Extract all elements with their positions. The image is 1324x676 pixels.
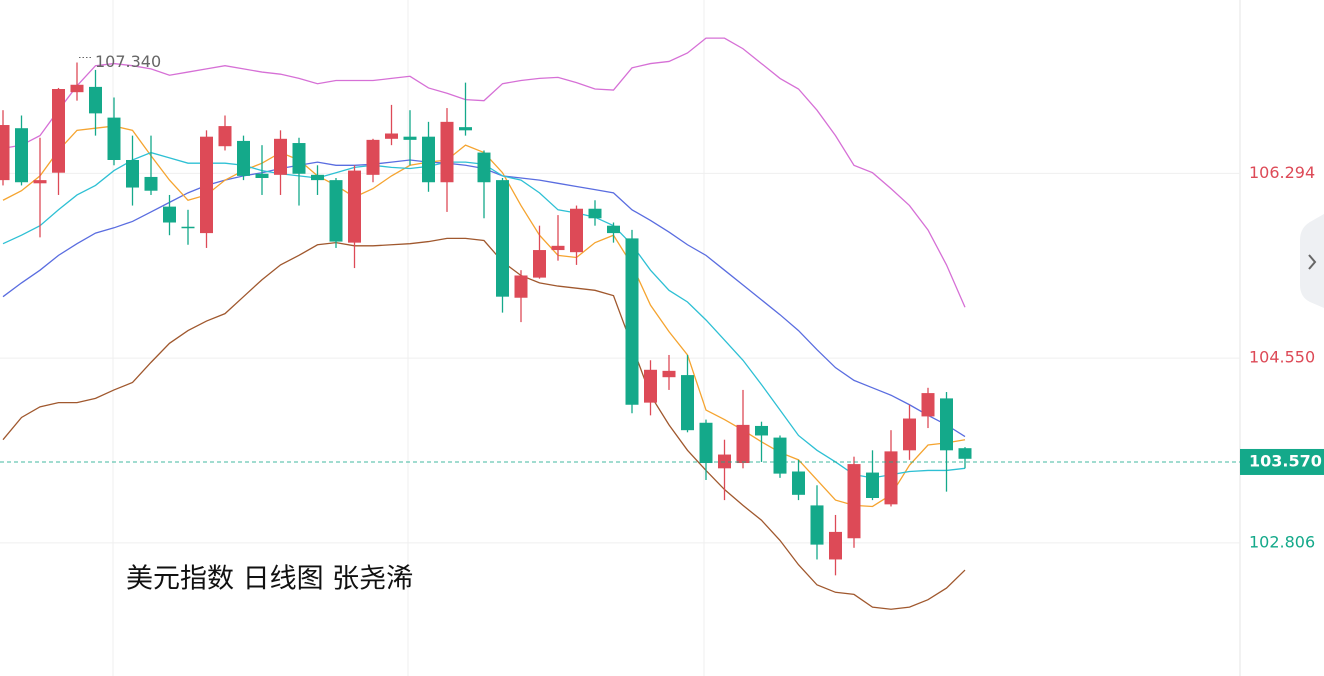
candle-body: [52, 89, 65, 173]
collapse-button-bg[interactable]: [1300, 214, 1324, 308]
indicator-line: [2, 237, 966, 610]
candle-body: [218, 126, 232, 147]
candle-body: [292, 143, 306, 174]
candle-body: [736, 424, 750, 464]
candle-body: [107, 117, 121, 160]
candle-body: [958, 448, 972, 459]
candle-body: [255, 173, 269, 179]
candle-body: [699, 422, 713, 464]
candle-body: [70, 84, 84, 93]
candle-body: [588, 208, 602, 219]
candle-body: [33, 180, 47, 184]
candle-body: [644, 369, 657, 403]
indicator-line: [2, 37, 966, 308]
collapse-button[interactable]: [1300, 214, 1324, 308]
candle-body: [385, 133, 398, 139]
candle-body: [718, 454, 731, 469]
candle-body: [496, 180, 509, 297]
candle-body: [440, 121, 454, 183]
candle-body: [366, 139, 380, 175]
candle-body: [810, 505, 824, 545]
candle-body: [15, 128, 28, 183]
candle-body: [847, 464, 861, 539]
candle-body: [551, 245, 565, 251]
y-tick-label: 102.806: [1249, 532, 1315, 551]
candle-body: [200, 136, 213, 234]
candle-body: [921, 393, 935, 417]
candle-body: [89, 86, 102, 114]
candle-body: [311, 174, 324, 181]
candle-body: [903, 418, 916, 451]
candle-body: [625, 238, 639, 405]
candle-body: [607, 225, 620, 234]
candle-body: [755, 425, 768, 436]
candle-body: [403, 136, 417, 140]
candle-body: [181, 226, 195, 229]
candle-body: [533, 250, 546, 278]
current-price-label: 103.570: [1249, 451, 1322, 470]
candle-body: [940, 398, 953, 451]
candle-body: [477, 152, 491, 183]
candle-body: [773, 437, 787, 474]
chart-annotation: 美元指数 日线图 张尧浠: [126, 564, 413, 595]
candle-body: [422, 136, 435, 183]
candle-body: [144, 176, 158, 191]
candle-body: [792, 471, 805, 495]
candle-body: [662, 370, 676, 378]
candle-body: [514, 275, 528, 298]
candle-body: [163, 206, 176, 223]
candle-body: [126, 159, 139, 188]
chevron-icon[interactable]: [1308, 254, 1317, 270]
candle-body: [459, 127, 472, 131]
candle-body: [866, 472, 879, 498]
plot: [0, 37, 972, 610]
candle-body: [329, 180, 343, 242]
candle-body: [884, 451, 898, 505]
candle-body: [274, 138, 287, 175]
y-tick-label: 106.294: [1249, 163, 1315, 182]
candle-body: [681, 375, 694, 431]
candle-body: [570, 208, 583, 253]
candle-body: [829, 531, 842, 560]
candle-body: [237, 140, 250, 176]
candle-body: [348, 170, 361, 243]
y-tick-label: 104.550: [1249, 348, 1315, 367]
current-price-box: [1240, 448, 1324, 475]
max-label: 107.340: [95, 52, 161, 71]
candle-body: [0, 125, 10, 181]
